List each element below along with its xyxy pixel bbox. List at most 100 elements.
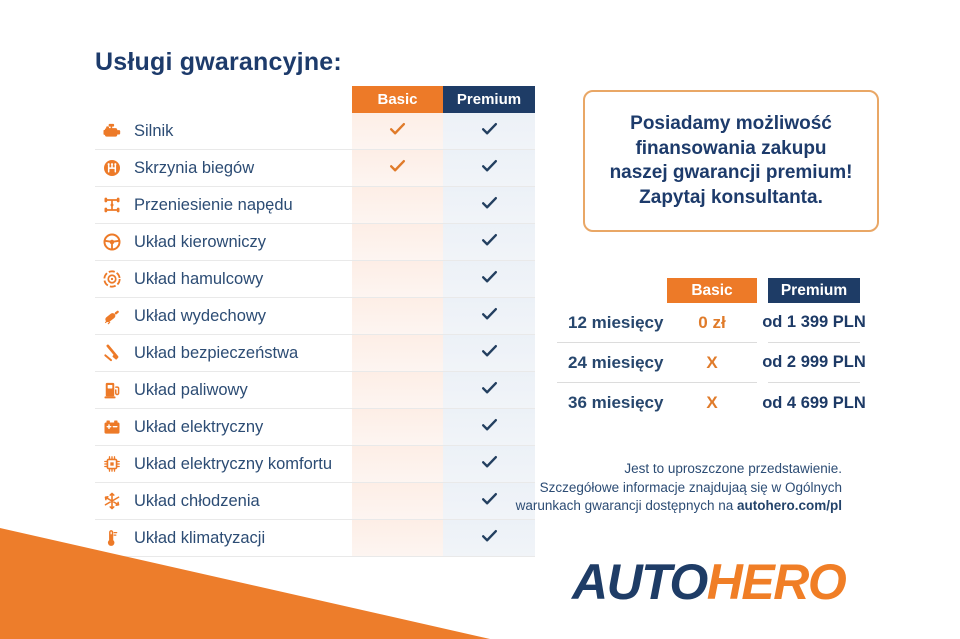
pricing-header-basic: Basic xyxy=(667,278,757,303)
exhaust-icon xyxy=(101,305,123,327)
page-title: Usługi gwarancyjne: xyxy=(95,48,342,76)
header-spacer xyxy=(95,86,352,113)
service-name: Układ elektryczny komfortu xyxy=(95,446,352,482)
premium-cell xyxy=(443,298,535,334)
duration-label: 12 miesięcy xyxy=(557,303,667,343)
engine-icon xyxy=(101,120,123,142)
service-label: Układ wydechowy xyxy=(134,306,267,325)
check-icon xyxy=(388,119,407,143)
disclaimer-line: warunkach gwarancji dostępnych na autohe… xyxy=(516,497,842,516)
warranty-rows: Silnik Skrzynia biegów Przeniesienie napęd… xyxy=(95,113,535,557)
table-row: Układ klimatyzacji xyxy=(95,520,535,557)
gearbox-icon xyxy=(101,157,123,179)
basic-cell xyxy=(352,409,443,445)
thermometer-icon xyxy=(101,527,123,549)
table-row: Skrzynia biegów xyxy=(95,150,535,187)
check-icon xyxy=(480,526,499,550)
pricing-table: Basic Premium 12 miesięcy 0 zł od 1 399 PL… xyxy=(557,278,866,423)
premium-cell xyxy=(443,483,535,519)
premium-cell xyxy=(443,224,535,260)
pricing-row: 12 miesięcy 0 zł od 1 399 PLN xyxy=(557,303,866,343)
disclaimer-line: Szczegółowe informacje znajdujaą się w O… xyxy=(539,479,842,495)
premium-price: od 4 699 PLN xyxy=(762,393,866,412)
basic-cell xyxy=(352,335,443,371)
basic-cell xyxy=(352,113,443,149)
premium-cell xyxy=(443,409,535,445)
column-header-premium: Premium xyxy=(443,86,535,113)
pricing-header: Basic Premium xyxy=(557,278,863,303)
table-row: Silnik xyxy=(95,113,535,150)
warranty-table-header: Basic Premium xyxy=(95,86,535,113)
table-row: Przeniesienie napędu xyxy=(95,187,535,224)
check-icon xyxy=(480,156,499,180)
promo-line: naszej gwarancji premium! xyxy=(609,162,853,183)
table-row: Układ kierowniczy xyxy=(95,224,535,261)
disclaimer: Jest to uproszczone przedstawienie. Szcz… xyxy=(516,460,842,516)
service-label: Przeniesienie napędu xyxy=(134,195,293,214)
autohero-link[interactable]: autohero.com/pl xyxy=(736,498,842,513)
premium-price: od 1 399 PLN xyxy=(762,303,866,343)
table-row: Układ hamulcowy xyxy=(95,261,535,298)
table-row: Układ wydechowy xyxy=(95,298,535,335)
premium-cell xyxy=(443,150,535,186)
promo-line: Posiadamy możliwość xyxy=(630,113,832,134)
basic-cell xyxy=(352,187,443,223)
premium-cell xyxy=(443,187,535,223)
autohero-logo: AUTOHERO xyxy=(572,553,847,611)
basic-cell xyxy=(352,483,443,519)
premium-cell xyxy=(443,446,535,482)
basic-cell xyxy=(352,224,443,260)
service-name: Układ hamulcowy xyxy=(95,261,352,297)
premium-cell xyxy=(443,113,535,149)
disclaimer-line3-text: warunkach gwarancji dostępnych na xyxy=(515,498,737,513)
basic-cell xyxy=(352,446,443,482)
premium-cell xyxy=(443,372,535,408)
service-label: Układ kierowniczy xyxy=(134,232,267,251)
pricing-header-spacer xyxy=(557,278,667,303)
premium-cell xyxy=(443,261,535,297)
check-icon xyxy=(480,341,499,365)
service-name: Układ elektryczny xyxy=(95,409,352,445)
service-label: Układ elektryczny komfortu xyxy=(134,454,333,473)
service-name: Skrzynia biegów xyxy=(95,150,352,186)
promo-line: finansowania zakupu xyxy=(635,137,827,159)
basic-cell xyxy=(352,372,443,408)
service-label: Układ klimatyzacji xyxy=(134,528,266,547)
service-label: Układ chłodzenia xyxy=(134,491,260,510)
brake-disc-icon xyxy=(101,268,123,290)
logo-hero: HERO xyxy=(706,554,847,610)
check-icon xyxy=(480,489,499,513)
promo-box: Posiadamy możliwość finansowania zakupu … xyxy=(583,90,879,232)
check-icon xyxy=(480,230,499,254)
basic-cell xyxy=(352,520,443,556)
premium-cell xyxy=(443,520,535,556)
basic-cell xyxy=(352,261,443,297)
pricing-header-premium: Premium xyxy=(768,278,860,303)
table-row: Układ elektryczny komfortu xyxy=(95,446,535,483)
premium-cell xyxy=(443,335,535,371)
service-label: Układ paliwowy xyxy=(134,380,248,399)
basic-price: X xyxy=(667,343,757,383)
basic-price: 0 zł xyxy=(667,303,757,343)
premium-price: od 2 999 PLN xyxy=(762,343,866,383)
check-icon xyxy=(480,304,499,328)
basic-price: X xyxy=(706,393,718,412)
chip-icon xyxy=(101,453,123,475)
snowflake-icon xyxy=(101,490,123,512)
logo-auto: AUTO xyxy=(572,554,708,610)
fuel-pump-icon xyxy=(101,379,123,401)
promo-line: Zapytaj konsultanta. xyxy=(639,186,823,208)
service-label: Układ bezpieczeństwa xyxy=(134,343,299,362)
table-row: Układ elektryczny xyxy=(95,409,535,446)
column-header-basic: Basic xyxy=(352,86,443,113)
table-row: Układ bezpieczeństwa xyxy=(95,335,535,372)
seatbelt-icon xyxy=(101,342,123,364)
service-label: Silnik xyxy=(134,121,174,140)
battery-icon xyxy=(101,416,123,438)
service-name: Układ klimatyzacji xyxy=(95,520,352,556)
drivetrain-icon xyxy=(101,194,123,216)
table-row: Układ paliwowy xyxy=(95,372,535,409)
